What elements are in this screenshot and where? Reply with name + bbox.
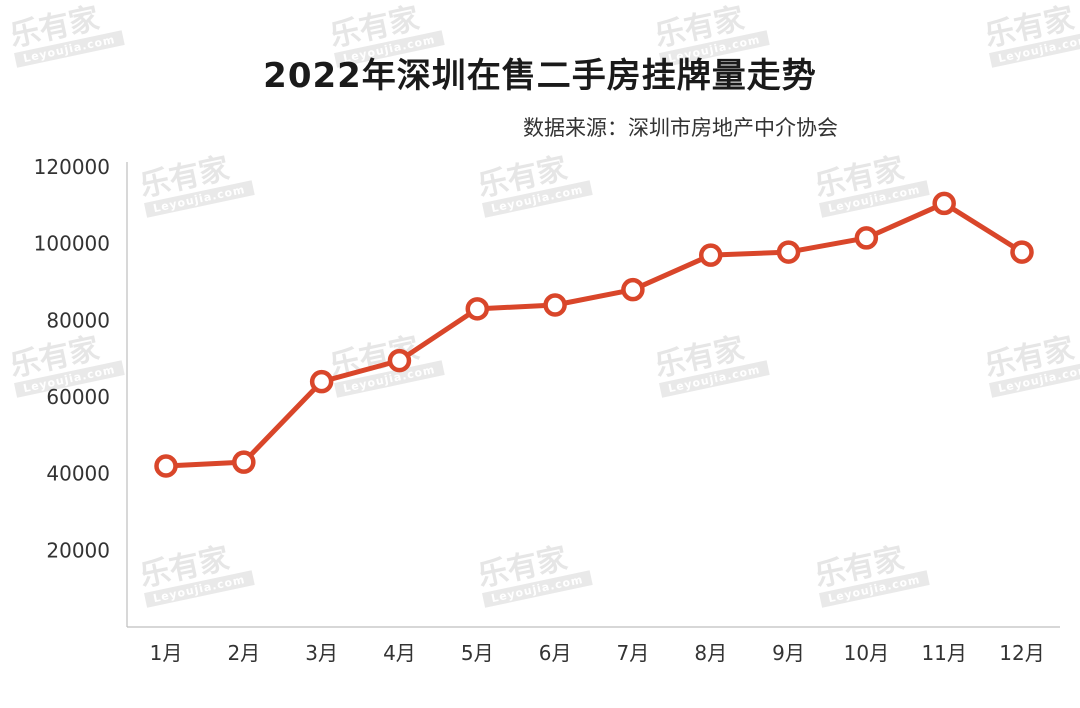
x-tick-label: 8月 xyxy=(694,641,727,665)
y-tick-label: 100000 xyxy=(34,232,110,256)
data-point xyxy=(932,191,956,216)
data-point xyxy=(154,454,178,478)
x-tick-label: 9月 xyxy=(772,641,805,665)
data-point xyxy=(309,369,334,394)
data-point xyxy=(776,240,801,264)
data-point xyxy=(621,277,645,302)
data-point xyxy=(232,450,256,474)
y-tick-label: 80000 xyxy=(46,308,110,332)
y-tick-label: 120000 xyxy=(34,155,110,179)
y-tick-label: 60000 xyxy=(46,385,110,409)
x-tick-label: 7月 xyxy=(617,641,650,665)
x-tick-label: 12月 xyxy=(999,641,1044,665)
x-tick-label: 4月 xyxy=(383,641,416,665)
x-tick-label: 6月 xyxy=(539,641,572,665)
series-line xyxy=(163,200,1025,469)
x-tick-label: 5月 xyxy=(461,641,494,665)
data-point xyxy=(387,348,412,373)
data-source-note: 数据来源：深圳市房地产中介协会 xyxy=(523,116,838,140)
data-point xyxy=(543,293,567,317)
x-tick-label: 3月 xyxy=(305,641,338,665)
data-point xyxy=(698,243,723,267)
y-tick-label: 20000 xyxy=(46,538,110,562)
x-tick-label: 1月 xyxy=(150,641,183,665)
x-tick-label: 10月 xyxy=(844,641,889,665)
data-point xyxy=(1010,240,1034,264)
data-point xyxy=(854,226,879,250)
x-tick-label: 2月 xyxy=(227,641,260,665)
y-tick-label: 40000 xyxy=(46,462,110,486)
chart-title: 2022年深圳在售二手房挂牌量走势 xyxy=(263,56,817,96)
x-tick-label: 11月 xyxy=(921,641,966,665)
data-point xyxy=(465,297,490,321)
